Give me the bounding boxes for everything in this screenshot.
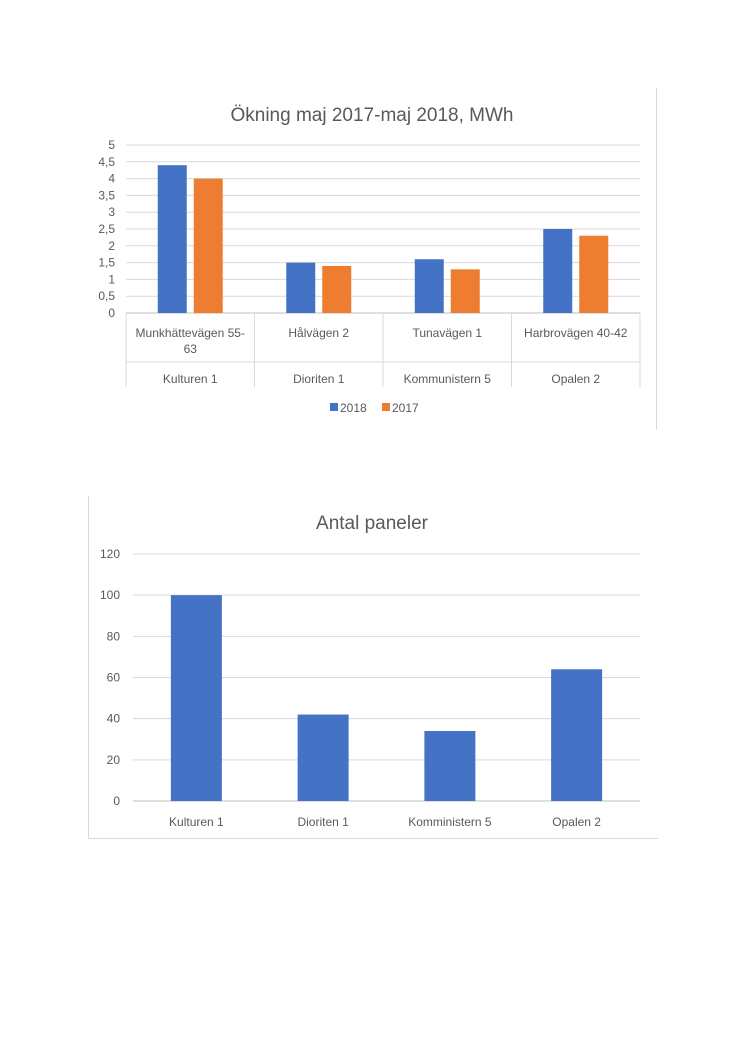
- chart2-svg: Antal paneler 0 20 40 60 80 100 120 Kulturen 1 Di…: [100, 513, 640, 829]
- chart1-category-label: 63: [184, 342, 198, 356]
- chart2-ytick-label: 100: [100, 588, 120, 602]
- chart1-category-label: Harbrovägen 40-42: [524, 326, 628, 340]
- chart1-ytick-label: 4,5: [98, 155, 115, 169]
- chart2-category-label: Opalen 2: [552, 815, 601, 829]
- chart1-ytick-label: 1,5: [98, 256, 115, 270]
- chart1-bar-2017: [450, 269, 480, 313]
- chart1-ytick-label: 0: [108, 306, 115, 320]
- chart2-bar: [424, 731, 476, 801]
- chart1-ytick-label: 3: [108, 205, 115, 219]
- chart1-legend-label: 2018: [340, 401, 367, 415]
- chart1-ytick-label: 2: [108, 239, 115, 253]
- chart2-ytick-label: 120: [100, 547, 120, 561]
- chart1-category-label: Hålvägen 2: [288, 326, 349, 340]
- chart1-legend-swatch-2018: [330, 403, 338, 411]
- chart2-category-label: Komministern 5: [408, 815, 492, 829]
- chart1-bar-2017: [579, 235, 609, 313]
- chart1-legend-swatch-2017: [382, 403, 390, 411]
- chart1-bar-2017: [322, 265, 352, 313]
- chart1-ytick-label: 3,5: [98, 188, 115, 202]
- chart1-ytick-label: 0,5: [98, 289, 115, 303]
- chart1-ytick-label: 5: [108, 138, 115, 152]
- chart1-ytick-label: 2,5: [98, 222, 115, 236]
- chart1-group-label: Opalen 2: [551, 372, 600, 386]
- chart1-svg: Ökning maj 2017-maj 2018, MWh 0 0,5 1 1,5 2 2,…: [98, 105, 641, 415]
- chart-increase-mwh: Ökning maj 2017-maj 2018, MWh 0 0,5 1 1,5 2 2,…: [0, 0, 746, 450]
- chart1-category-label: Munkhättevägen 55-: [136, 326, 245, 340]
- chart2-ytick-label: 0: [113, 794, 120, 808]
- chart2-ytick-label: 60: [107, 671, 121, 685]
- chart1-bar-2018: [414, 259, 444, 313]
- chart1-bar-2017: [193, 178, 223, 313]
- chart1-title: Ökning maj 2017-maj 2018, MWh: [230, 105, 513, 126]
- chart1-bar-2018: [543, 229, 573, 313]
- chart2-ytick-label: 20: [107, 753, 121, 767]
- chart1-ytick-label: 4: [108, 172, 115, 186]
- chart2-ytick-label: 80: [107, 629, 121, 643]
- chart1-group-label: Dioriten 1: [293, 372, 345, 386]
- chart2-frame-bottom: [88, 838, 658, 839]
- chart1-ytick-label: 1: [108, 272, 115, 286]
- chart2-bar: [170, 595, 222, 801]
- chart1-frame-right: [656, 88, 657, 430]
- chart1-group-label: Kulturen 1: [163, 372, 218, 386]
- chart2-category-label: Dioriten 1: [297, 815, 349, 829]
- chart1-legend-label: 2017: [392, 401, 419, 415]
- chart2-frame-left: [88, 496, 89, 839]
- chart2-ytick-label: 40: [107, 712, 121, 726]
- chart1-category-label: Tunavägen 1: [412, 326, 482, 340]
- chart-panel-count: Antal paneler 0 20 40 60 80 100 120 Kulturen 1 Di…: [0, 480, 746, 860]
- chart2-bar: [297, 714, 349, 801]
- chart2-title: Antal paneler: [316, 513, 429, 534]
- chart2-bar: [551, 669, 603, 801]
- chart1-bar-2018: [157, 165, 187, 313]
- chart1-bar-2018: [286, 262, 316, 313]
- chart2-category-label: Kulturen 1: [169, 815, 224, 829]
- chart1-group-label: Kommunistern 5: [404, 372, 492, 386]
